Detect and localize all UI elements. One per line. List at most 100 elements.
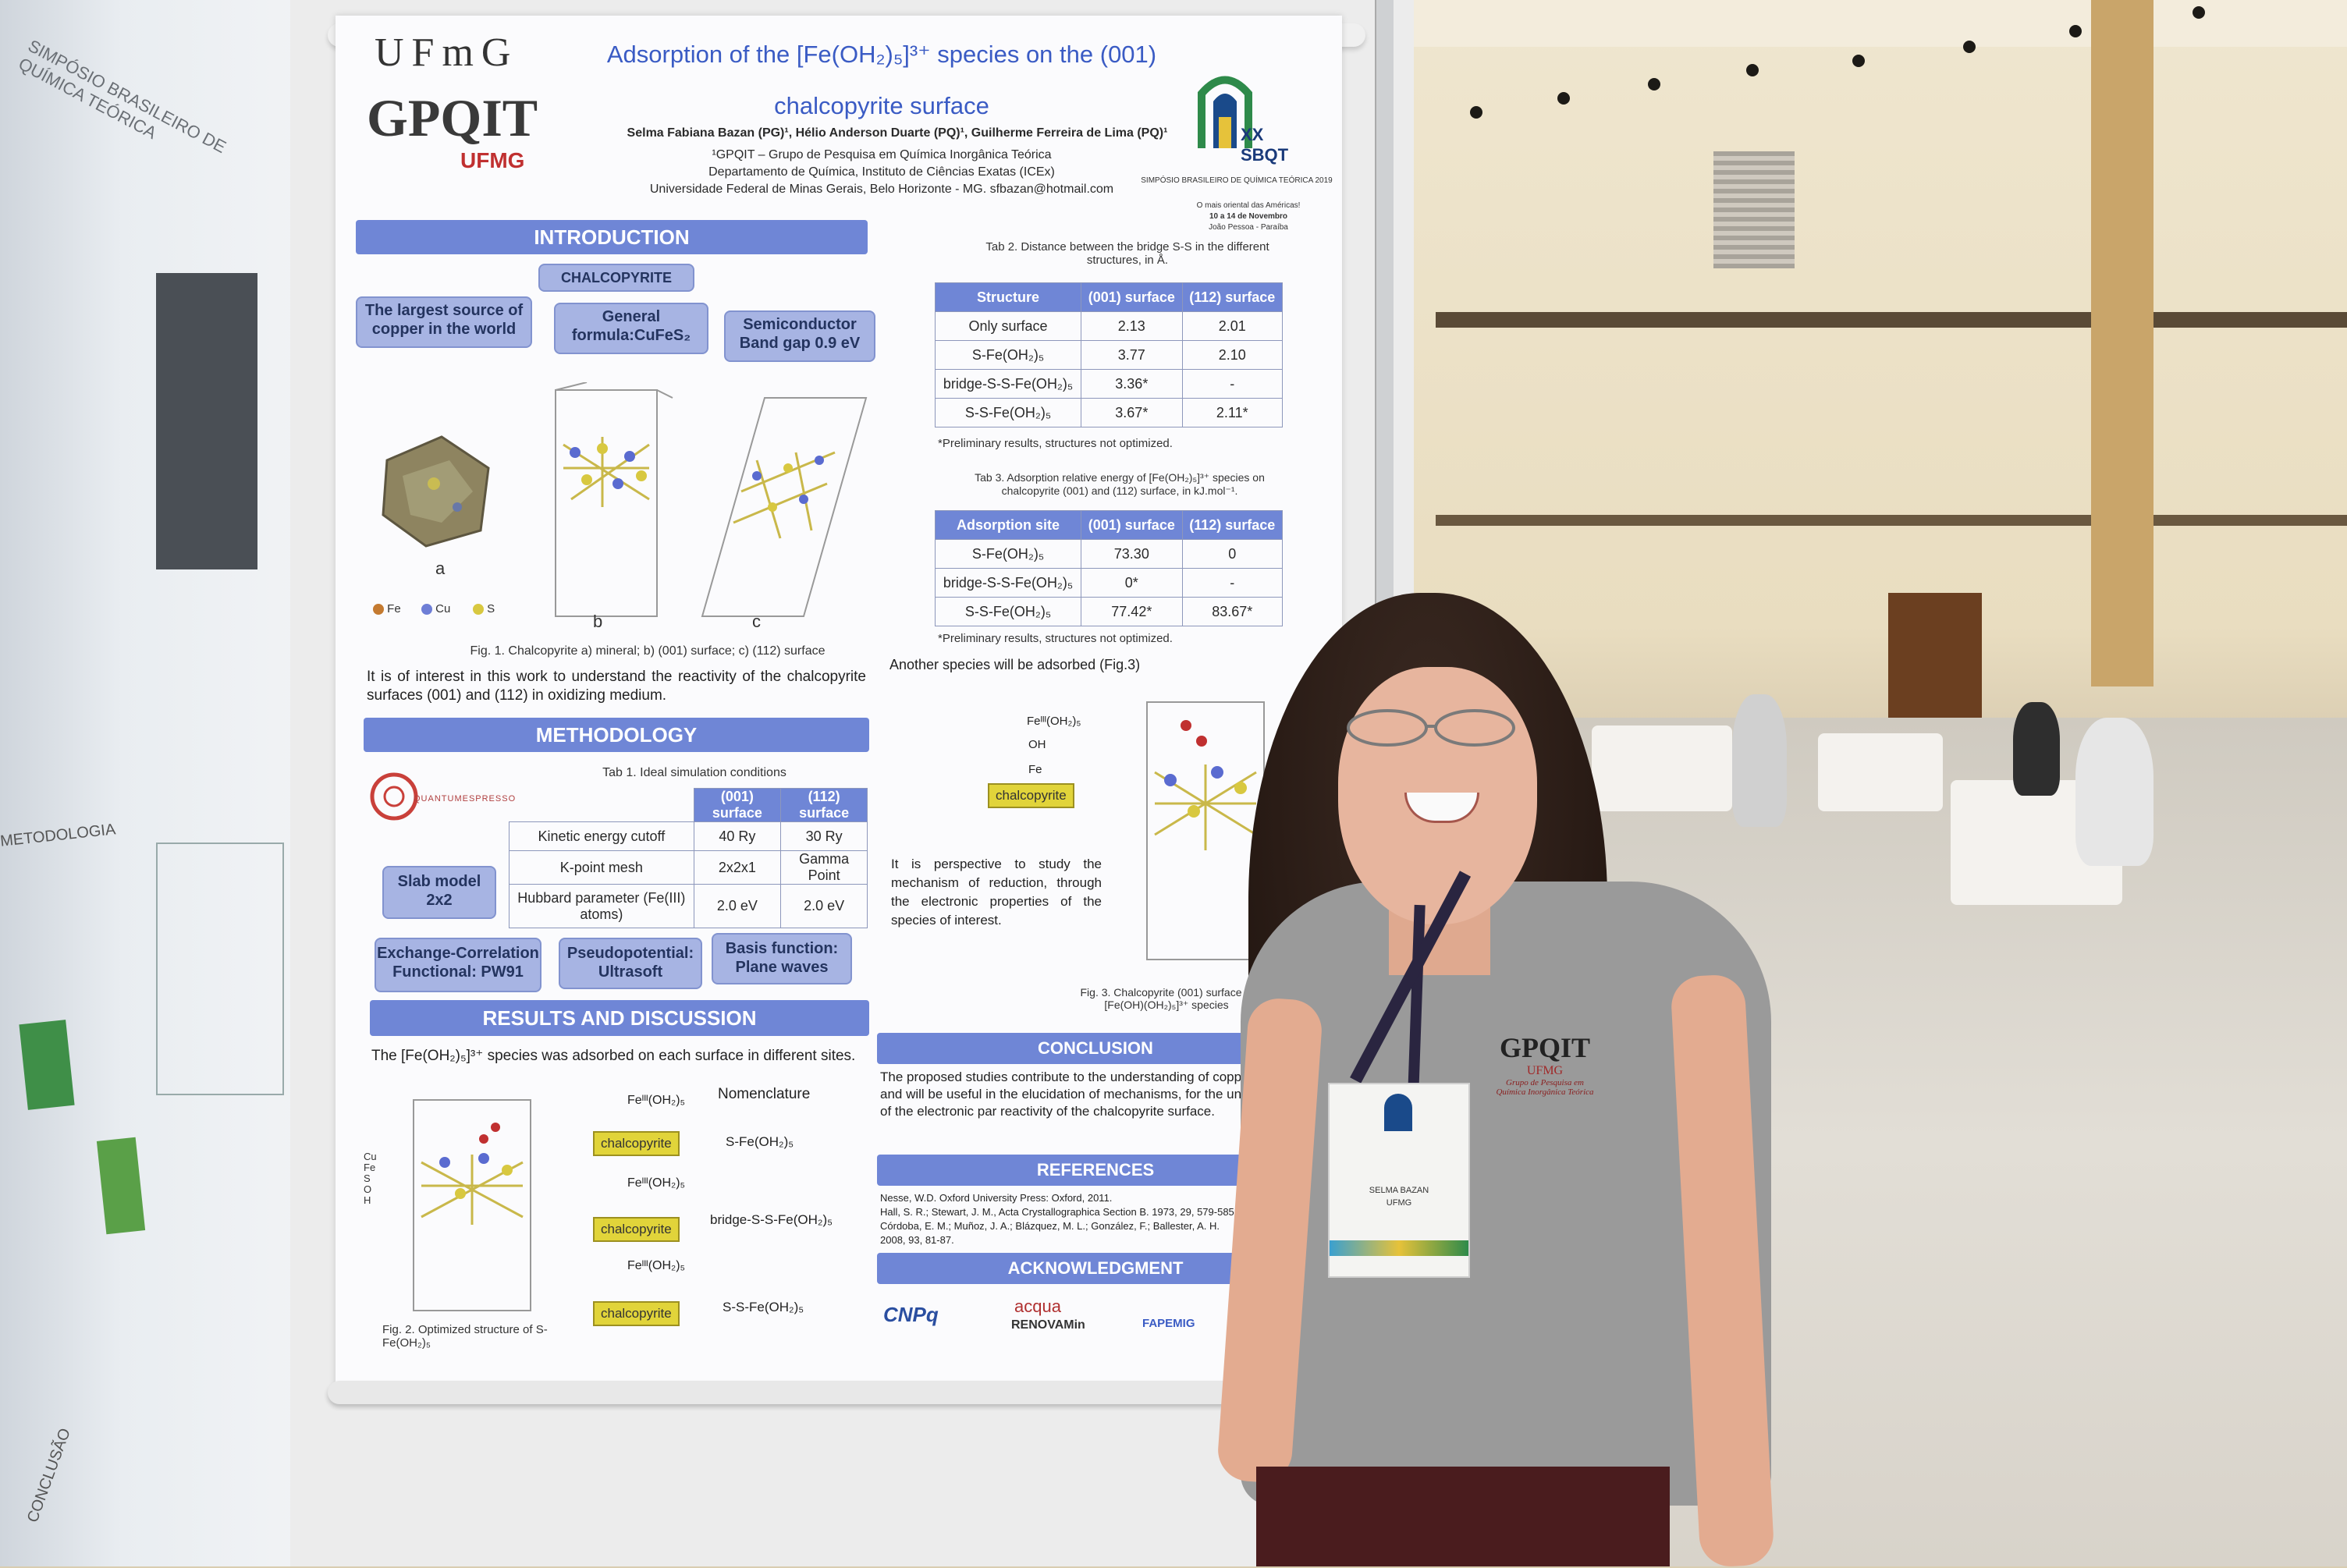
table-cell: 0 [1181,539,1284,569]
table-cell: 2x2x1 [693,850,782,885]
reference-3: Córdoba, E. M.; Muñoz, J. A.; Blázquez, … [880,1220,1220,1232]
badge-org: UFMG [1386,1198,1412,1208]
methodology-banner: METHODOLOGY [364,718,869,752]
fig2-optimized-structure [398,1084,554,1318]
shirt-logo-tag: Grupo de Pesquisa em Química Inorgânica … [1496,1078,1594,1097]
table-header-cell: (112) surface [1181,282,1284,312]
glasses-icon [1347,709,1515,747]
table-cell: 73.30 [1081,539,1183,569]
largest-source-pill: The largest source of copper in the worl… [356,296,532,348]
gpqit-logo-sub: UFMG [460,148,525,172]
nomenclature-s-s-fe: S-S-Fe(OH₂)₅ [723,1300,804,1314]
legend-s: S [473,602,495,615]
table-cell: S-Fe(OH₂)₅ [934,539,1082,569]
legend-s-label: S [487,602,495,615]
table-cell: Kinetic energy cutoff [509,821,694,851]
wall-stripe [1436,312,2347,328]
sbqt-logo [1194,70,1256,156]
tab2-caption: Tab 2. Distance between the bridge S-S i… [985,240,1269,267]
left-poster-section: METODOLOGIA [0,821,117,850]
adsorption-energy-table: Adsorption site (001) surface (112) surf… [934,510,1284,626]
conclusion-text: The proposed studies contribute to the u… [880,1070,1315,1119]
ceiling-lamp [1648,78,1660,90]
table-cell: - [1181,568,1284,598]
perspective-text: It is perspective to study the mechanism… [891,857,1102,928]
slab-model-pill: Slab model 2x2 [382,866,496,919]
scientific-poster: UFmG GPQIT UFMG Adsorption of the [Fe(OH… [336,16,1342,1389]
legend-fe: Fe [373,602,401,615]
event-dates: 10 a 14 de Novembro [1209,212,1288,221]
table-row: Kinetic energy cutoff 40 Ry 30 Ry [509,821,868,851]
table-header-row: Adsorption site (001) surface (112) surf… [934,510,1284,540]
table-header-cell [510,789,694,822]
background-person [2013,702,2060,796]
legend-h-label: H [364,1194,371,1206]
table-cell: K-point mesh [509,850,694,885]
table-cell: Hubbard parameter (Fe(III) atoms) [509,884,694,928]
ceiling [1389,0,2347,47]
chalcopyrite-001-surface-model [540,381,680,632]
cnpq-logo: CNPq [883,1303,939,1326]
table-cell: 3.67* [1081,398,1183,427]
bridge-distance-table: Structure (001) surface (112) surface On… [934,282,1284,427]
conference-badge: SELMA BAZAN UFMG [1328,1083,1470,1278]
tab2-note: *Preliminary results, structures not opt… [938,437,1173,450]
affiliation-3: Universidade Federal de Minas Gerais, Be… [649,183,1114,196]
renovamin-logo: RENOVAMin [1011,1318,1085,1332]
ceiling-lamp [1557,92,1570,105]
ceiling-lamp [1746,64,1759,76]
results-banner: RESULTS AND DISCUSSION [370,1000,869,1036]
table-cell: - [1181,369,1284,399]
table-cell: 2.01 [1181,311,1284,341]
pillar [2091,0,2153,686]
acqua-logo: acqua [1014,1297,1061,1316]
legend-cu-label: Cu [435,602,451,615]
reference-2: Hall, S. R.; Stewart, J. M., Acta Crysta… [880,1206,1237,1218]
table-cell: S-S-Fe(OH₂)₅ [934,597,1082,626]
wall-stripe [1436,515,2347,526]
fe-species-label: Feᴵᴵᴵ(OH₂)₅ [627,1259,685,1272]
left-poster-section: CONCLUSÃO [23,1426,74,1525]
table-row: bridge-S-S-Fe(OH₂)₅ 0* - [934,568,1284,598]
table-header-row: (001) surface (112) surface [510,788,868,822]
chalcopyrite-112-surface-model [694,382,882,632]
table-cell: 3.77 [1081,340,1183,370]
reference-4: 2008, 93, 81-87. [880,1234,954,1246]
chalcopyrite-pill: CHALCOPYRITE [538,264,694,292]
nomenclature-bridge: bridge-S-S-Fe(OH₂)₅ [710,1212,833,1227]
fig3-caption: Fig. 3. Chalcopyrite (001) surface w [Fe… [1080,986,1253,1011]
pants [1256,1467,1670,1566]
introduction-banner: INTRODUCTION [356,220,868,254]
table-header-row: Structure (001) surface (112) surface [934,282,1284,312]
fig3-surface-model [1124,686,1280,975]
round-table [1818,733,1943,811]
table-row: S-Fe(OH₂)₅ 3.77 2.10 [934,340,1284,370]
table-cell: bridge-S-S-Fe(OH₂)₅ [934,568,1082,598]
table-cell: Gamma Point [780,850,868,885]
badge-logo [1384,1094,1412,1131]
tab3-caption: Tab 3. Adsorption relative energy of [Fe… [975,471,1265,497]
table-row: Only surface 2.13 2.01 [934,311,1284,341]
background-person [2075,718,2153,866]
legend-fe-label: Fe [387,602,401,615]
fig3-fe-label: Feᴵᴵᴵ(OH₂)₅ [1027,715,1081,728]
quantum-espresso-logo [367,769,523,824]
authors: Selma Fabiana Bazan (PG)¹, Hélio Anderso… [627,126,1168,140]
simulation-conditions-table: (001) surface (112) surface Kinetic ener… [509,788,868,928]
table-row: S-S-Fe(OH₂)₅ 77.42* 83.67* [934,597,1284,626]
table-cell: 2.13 [1081,311,1183,341]
fig3-oh-label: OH [1028,738,1046,751]
badge-stripe [1330,1240,1468,1256]
results-text: The [Fe(OH₂)₅]³⁺ species was adsorbed on… [371,1048,856,1064]
legend-cu-label: Cu [364,1151,377,1162]
tab1-caption: Tab 1. Ideal simulation conditions [602,766,786,779]
legend-fe-label: Fe [364,1162,376,1173]
fapemig-logo: FAPEMIG [1142,1317,1195,1330]
event-place: O mais oriental das Américas! [1196,201,1301,210]
shirt-logo-text: GPQIT [1499,1032,1590,1063]
wooden-door [1888,593,1982,733]
table-cell: 40 Ry [693,821,782,851]
general-formula-pill: General formula:CuFeS₂ [554,303,708,354]
legend-o-label: O [364,1183,372,1195]
table-header-cell: (112) surface [1181,510,1284,540]
